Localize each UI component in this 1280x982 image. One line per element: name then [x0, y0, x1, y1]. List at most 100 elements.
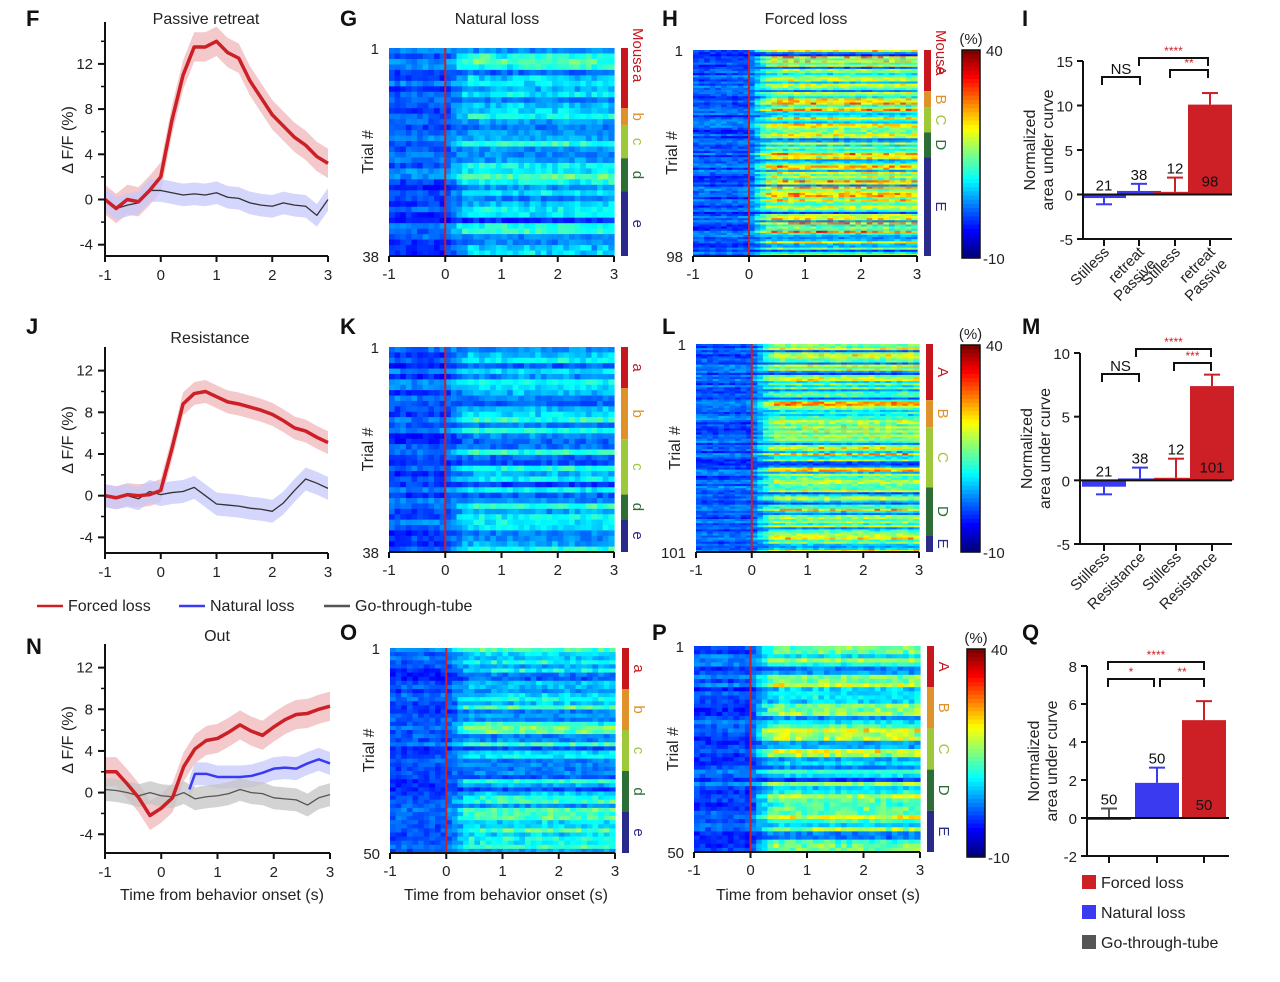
heatmap-cell: [439, 228, 446, 235]
heatmap-cell: [877, 127, 884, 131]
heatmap-cell: [905, 192, 912, 196]
heatmap-cell: [883, 163, 890, 167]
heatmap-cell: [557, 119, 564, 126]
heatmap-cell: [872, 119, 879, 123]
heatmap-cell: [866, 186, 873, 190]
heatmap-cell: [749, 138, 756, 141]
heatmap-cell: [732, 68, 739, 72]
heatmap-cell: [473, 223, 480, 230]
heatmap-cell: [866, 153, 873, 156]
heatmap-cell: [816, 104, 823, 108]
heatmap-cell: [732, 71, 739, 74]
heatmap-cell: [889, 77, 896, 81]
heatmap-cell: [591, 173, 598, 180]
heatmap-cell: [793, 113, 800, 116]
heatmap-cell: [501, 141, 508, 148]
heatmap-cell: [608, 173, 615, 180]
heatmap-cell: [524, 80, 531, 87]
heatmap-cell: [445, 69, 452, 76]
heatmap-cell: [732, 171, 739, 175]
heatmap-cell: [793, 159, 800, 163]
heatmap-cell: [715, 161, 722, 165]
heatmap-cell: [816, 216, 823, 219]
heatmap-cell: [507, 97, 514, 104]
heatmap-cell: [389, 135, 396, 142]
heatmap-cell: [872, 56, 879, 60]
heatmap-cell: [821, 190, 828, 194]
heatmap-cell: [765, 98, 772, 102]
heatmap-cell: [693, 115, 700, 118]
heatmap-cell: [788, 153, 795, 156]
heatmap-cell: [838, 155, 845, 158]
heatmap-cell: [833, 153, 840, 156]
heatmap-cell: [760, 138, 767, 141]
heatmap-cell: [479, 168, 486, 175]
heatmap-cell: [799, 150, 806, 154]
heatmap-cell: [557, 58, 564, 66]
heatmap-cell: [602, 234, 609, 241]
heatmap-cell: [484, 48, 491, 55]
heatmap-cell: [827, 56, 834, 60]
heatmap-cell: [479, 157, 486, 164]
heatmap-cell: [861, 66, 868, 70]
heatmap-cell: [765, 159, 772, 163]
heatmap-cell: [905, 94, 912, 97]
heatmap-cell: [855, 188, 862, 192]
heatmap-cell: [861, 119, 868, 123]
heatmap-cell: [855, 180, 862, 184]
heatmap-cell: [495, 86, 503, 93]
heatmap-cell: [821, 89, 828, 93]
heatmap-cell: [827, 62, 834, 66]
heatmap-cell: [866, 171, 873, 175]
heatmap-cell: [805, 125, 812, 129]
heatmap-cell: [389, 86, 396, 93]
heatmap-cell: [788, 203, 795, 207]
heatmap-cell: [749, 79, 756, 83]
heatmap-cell: [810, 110, 817, 114]
heatmap-cell: [805, 96, 812, 99]
heatmap-cell: [479, 173, 486, 180]
heatmap-cell: [749, 150, 756, 154]
heatmap-cell: [479, 108, 486, 115]
heatmap-cell: [883, 104, 890, 108]
heatmap-cell: [585, 195, 593, 202]
heatmap-cell: [911, 96, 918, 99]
heatmap-cell: [810, 75, 817, 78]
heatmap-cell: [743, 136, 750, 139]
heatmap-cell: [788, 205, 795, 209]
heatmap-cell: [777, 186, 784, 190]
heatmap-cell: [450, 69, 458, 76]
heatmap-cell: [709, 216, 716, 219]
heatmap-cell: [732, 140, 739, 144]
heatmap-cell: [698, 58, 705, 62]
heatmap-cell: [462, 80, 469, 87]
heatmap-cell: [760, 222, 767, 226]
heatmap-cell: [838, 104, 845, 108]
heatmap-cell: [473, 119, 480, 126]
heatmap-cell: [389, 179, 396, 186]
heatmap-cell: [737, 197, 744, 200]
heatmap-cell: [754, 77, 761, 81]
heatmap-cell: [849, 205, 856, 209]
heatmap-cell: [889, 58, 896, 62]
heatmap-cell: [726, 207, 733, 211]
heatmap-cell: [394, 250, 401, 257]
heatmap-cell: [737, 213, 744, 217]
heatmap-cell: [799, 174, 806, 177]
heatmap-cell: [552, 201, 559, 208]
heatmap-cell: [855, 92, 862, 95]
heatmap-cell: [585, 168, 593, 175]
heatmap-cell: [743, 110, 750, 114]
heatmap-cell: [495, 58, 503, 66]
heatmap-cell: [816, 100, 823, 104]
heatmap-cell: [434, 206, 441, 213]
heatmap-cell: [501, 234, 508, 241]
heatmap-cell: [905, 186, 912, 190]
heatmap-cell: [833, 81, 840, 85]
heatmap-cell: [529, 119, 536, 126]
heatmap-cell: [400, 184, 407, 191]
series-line-N-2: [104, 788, 331, 806]
heatmap-cell: [855, 205, 862, 209]
heatmap-cell: [777, 134, 784, 137]
heatmap-cell: [394, 223, 401, 230]
